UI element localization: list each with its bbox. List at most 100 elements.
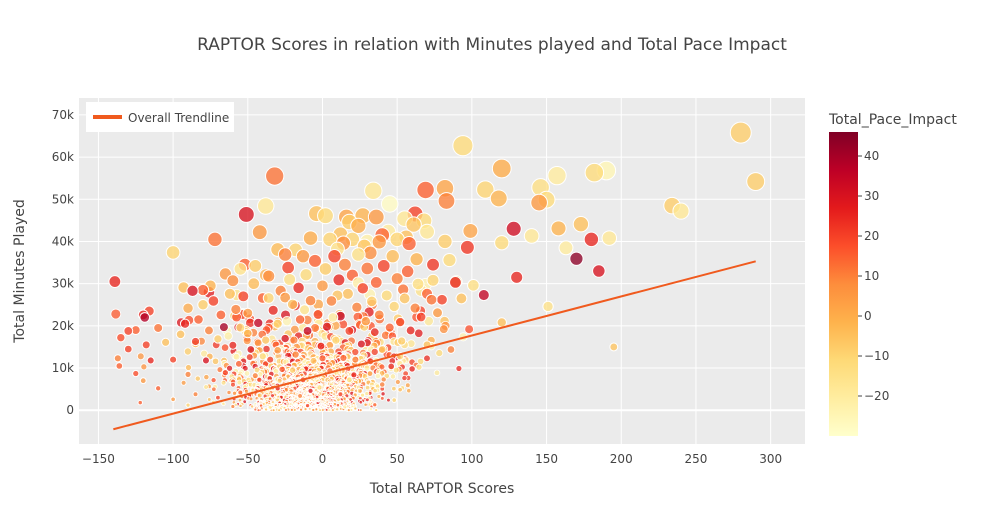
data-point[interactable] (296, 250, 309, 263)
data-point[interactable] (140, 313, 150, 323)
data-point[interactable] (395, 317, 404, 326)
data-point[interactable] (357, 340, 365, 348)
data-point[interactable] (268, 405, 272, 409)
data-point[interactable] (142, 341, 150, 349)
data-point[interactable] (531, 194, 548, 211)
data-point[interactable] (352, 302, 362, 312)
data-point[interactable] (365, 182, 382, 199)
data-point[interactable] (410, 303, 420, 313)
data-point[interactable] (438, 234, 452, 248)
data-point[interactable] (460, 240, 474, 254)
data-point[interactable] (231, 304, 241, 314)
data-point[interactable] (610, 343, 618, 351)
data-point[interactable] (412, 278, 424, 290)
data-point[interactable] (185, 371, 191, 377)
data-point[interactable] (450, 276, 462, 288)
data-point[interactable] (234, 263, 247, 276)
data-point[interactable] (511, 271, 523, 283)
data-point[interactable] (259, 353, 266, 360)
data-point[interactable] (338, 392, 343, 397)
data-point[interactable] (238, 206, 254, 222)
data-point[interactable] (402, 236, 416, 250)
data-point[interactable] (202, 357, 209, 364)
data-point[interactable] (227, 275, 239, 287)
data-point[interactable] (252, 373, 258, 379)
data-point[interactable] (322, 322, 331, 331)
data-point[interactable] (381, 196, 398, 213)
data-point[interactable] (298, 393, 303, 398)
data-point[interactable] (263, 293, 274, 304)
data-point[interactable] (584, 232, 598, 246)
data-point[interactable] (303, 326, 312, 335)
data-point[interactable] (730, 122, 751, 143)
data-point[interactable] (343, 405, 347, 409)
data-point[interactable] (191, 337, 199, 345)
data-point[interactable] (308, 388, 313, 393)
data-point[interactable] (197, 284, 208, 295)
data-point[interactable] (147, 357, 154, 364)
data-point[interactable] (292, 351, 299, 358)
data-point[interactable] (385, 323, 394, 332)
data-point[interactable] (443, 253, 456, 266)
data-point[interactable] (328, 313, 338, 323)
data-point[interactable] (368, 209, 384, 225)
data-point[interactable] (453, 136, 473, 156)
data-point[interactable] (310, 357, 317, 364)
data-point[interactable] (257, 393, 262, 398)
data-point[interactable] (333, 274, 345, 286)
data-point[interactable] (543, 301, 553, 311)
data-point[interactable] (305, 403, 309, 407)
data-point[interactable] (273, 319, 282, 328)
data-point[interactable] (317, 342, 325, 350)
data-point[interactable] (374, 310, 384, 320)
data-point[interactable] (303, 231, 318, 246)
data-point[interactable] (463, 223, 478, 238)
data-point[interactable] (401, 265, 413, 277)
data-point[interactable] (497, 318, 506, 327)
data-point[interactable] (279, 366, 285, 372)
data-point[interactable] (235, 360, 242, 367)
data-point[interactable] (194, 315, 204, 325)
data-point[interactable] (295, 315, 305, 325)
data-point[interactable] (278, 248, 292, 262)
data-point[interactable] (381, 290, 392, 301)
data-point[interactable] (392, 398, 397, 403)
data-point[interactable] (216, 395, 221, 400)
data-point[interactable] (602, 231, 617, 246)
data-point[interactable] (332, 336, 340, 344)
data-point[interactable] (252, 225, 267, 240)
data-point[interactable] (208, 232, 222, 246)
data-point[interactable] (247, 346, 255, 354)
data-point[interactable] (124, 326, 133, 335)
data-point[interactable] (357, 283, 368, 294)
data-point[interactable] (238, 291, 249, 302)
data-point[interactable] (166, 246, 180, 260)
data-point[interactable] (361, 262, 374, 275)
data-point[interactable] (319, 355, 326, 362)
data-point[interactable] (551, 221, 566, 236)
data-point[interactable] (345, 326, 354, 335)
data-point[interactable] (300, 305, 310, 315)
data-point[interactable] (243, 329, 252, 338)
data-point[interactable] (224, 288, 235, 299)
data-point[interactable] (281, 334, 289, 342)
data-point[interactable] (524, 229, 539, 244)
data-point[interactable] (219, 323, 228, 332)
data-point[interactable] (300, 269, 312, 281)
data-point[interactable] (326, 296, 337, 307)
data-point[interactable] (116, 363, 123, 370)
data-point[interactable] (305, 295, 316, 306)
data-point[interactable] (379, 382, 385, 388)
data-point[interactable] (229, 341, 237, 349)
data-point[interactable] (506, 221, 521, 236)
data-point[interactable] (361, 316, 370, 325)
data-point[interactable] (193, 392, 198, 397)
data-point[interactable] (214, 335, 222, 343)
data-point[interactable] (468, 280, 480, 292)
data-point[interactable] (398, 337, 406, 345)
data-point[interactable] (140, 378, 146, 384)
data-point[interactable] (257, 198, 273, 214)
data-point[interactable] (274, 346, 282, 354)
data-point[interactable] (124, 345, 132, 353)
data-point[interactable] (162, 338, 170, 346)
